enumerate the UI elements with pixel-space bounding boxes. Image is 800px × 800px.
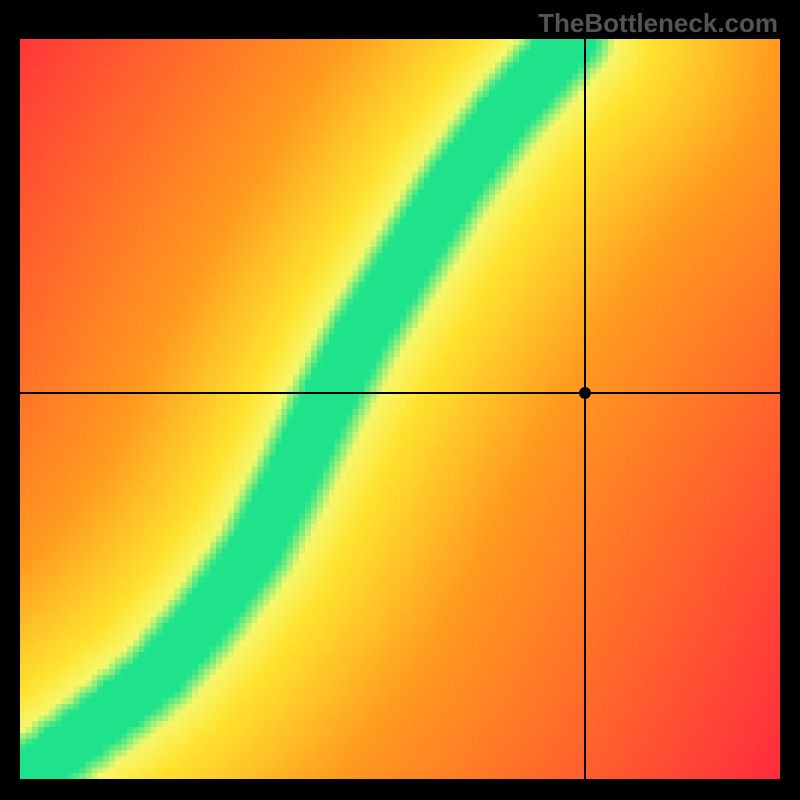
chart-container: { "watermark": { "text": "TheBottleneck.… [0,0,800,800]
crosshair-horizontal [20,392,780,394]
watermark-text: TheBottleneck.com [538,8,778,39]
bottleneck-heatmap [20,39,780,779]
crosshair-vertical [584,39,586,779]
crosshair-marker [577,385,593,401]
